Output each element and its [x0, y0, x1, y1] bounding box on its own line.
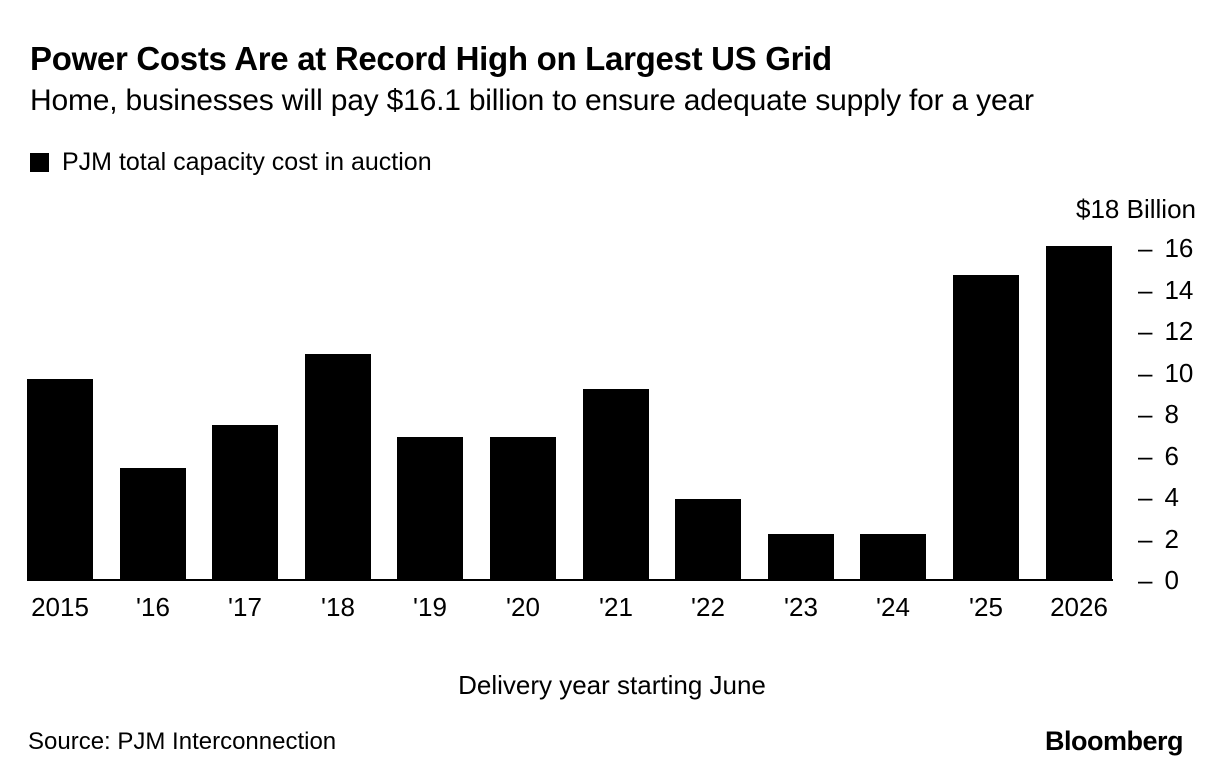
- tick-dash: –: [1138, 482, 1153, 513]
- tick-value: 6: [1164, 440, 1179, 471]
- tick-value: 16: [1164, 233, 1194, 264]
- tick-value: 4: [1164, 482, 1179, 513]
- x-label-20: '20: [506, 592, 540, 622]
- y-tick-0: –0: [1138, 567, 1179, 593]
- bar-17: [212, 424, 278, 580]
- y-tick-6: –6: [1138, 443, 1179, 469]
- bar-19: [397, 437, 463, 580]
- bar-23: [768, 534, 834, 580]
- tick-value: 0: [1164, 565, 1179, 595]
- tick-dash: –: [1138, 523, 1153, 554]
- chart-title: Power Costs Are at Record High on Larges…: [30, 40, 832, 77]
- tick-value: 8: [1164, 399, 1179, 430]
- y-tick-12: –12: [1138, 318, 1193, 344]
- x-axis-title: Delivery year starting June: [458, 670, 766, 700]
- y-tick-8: –8: [1138, 401, 1179, 427]
- x-label-24: '24: [876, 592, 910, 622]
- x-label-25: '25: [969, 592, 1003, 622]
- tick-dash: –: [1138, 274, 1153, 305]
- x-label-17: '17: [228, 592, 262, 622]
- bar-20: [490, 437, 556, 580]
- tick-dash: –: [1138, 399, 1153, 430]
- y-tick-16: –16: [1138, 235, 1193, 261]
- bar-2015: [27, 379, 93, 580]
- bloomberg-logo: Bloomberg: [1044, 726, 1184, 756]
- y-tick-4: –4: [1138, 484, 1179, 510]
- x-label-16: '16: [136, 592, 170, 622]
- plot-area: [27, 207, 1113, 580]
- x-label-19: '19: [413, 592, 447, 622]
- x-label-18: '18: [321, 592, 355, 622]
- bar-16: [120, 468, 186, 580]
- bar-18: [305, 354, 371, 580]
- chart-subtitle: Home, businesses will pay $16.1 billion …: [30, 84, 1034, 117]
- bar-21: [583, 389, 649, 580]
- tick-dash: –: [1138, 440, 1153, 471]
- y-tick-10: –10: [1138, 360, 1193, 386]
- x-label-22: '22: [691, 592, 725, 622]
- bar-22: [675, 499, 741, 580]
- bar-2026: [1046, 246, 1112, 580]
- tick-dash: –: [1138, 233, 1153, 264]
- x-label-2026: 2026: [1050, 592, 1108, 622]
- x-axis-line: [27, 579, 1113, 581]
- bar-24: [860, 534, 926, 580]
- tick-value: 14: [1164, 274, 1194, 305]
- x-label-21: '21: [599, 592, 633, 622]
- tick-dash: –: [1138, 357, 1153, 388]
- tick-dash: –: [1138, 565, 1153, 595]
- x-label-2015: 2015: [31, 592, 89, 622]
- legend-swatch-icon: [30, 153, 49, 172]
- y-tick-2: –2: [1138, 526, 1179, 552]
- source-note: Source: PJM Interconnection: [28, 728, 337, 755]
- tick-value: 10: [1164, 357, 1194, 388]
- legend-label: PJM total capacity cost in auction: [62, 148, 432, 176]
- bar-25: [953, 275, 1019, 580]
- y-axis-unit-label: $18 Billion: [1076, 194, 1196, 224]
- legend: PJM total capacity cost in auction: [30, 148, 432, 177]
- x-label-23: '23: [784, 592, 818, 622]
- tick-value: 2: [1164, 523, 1179, 554]
- tick-value: 12: [1164, 316, 1194, 347]
- tick-dash: –: [1138, 316, 1153, 347]
- y-tick-14: –14: [1138, 277, 1193, 303]
